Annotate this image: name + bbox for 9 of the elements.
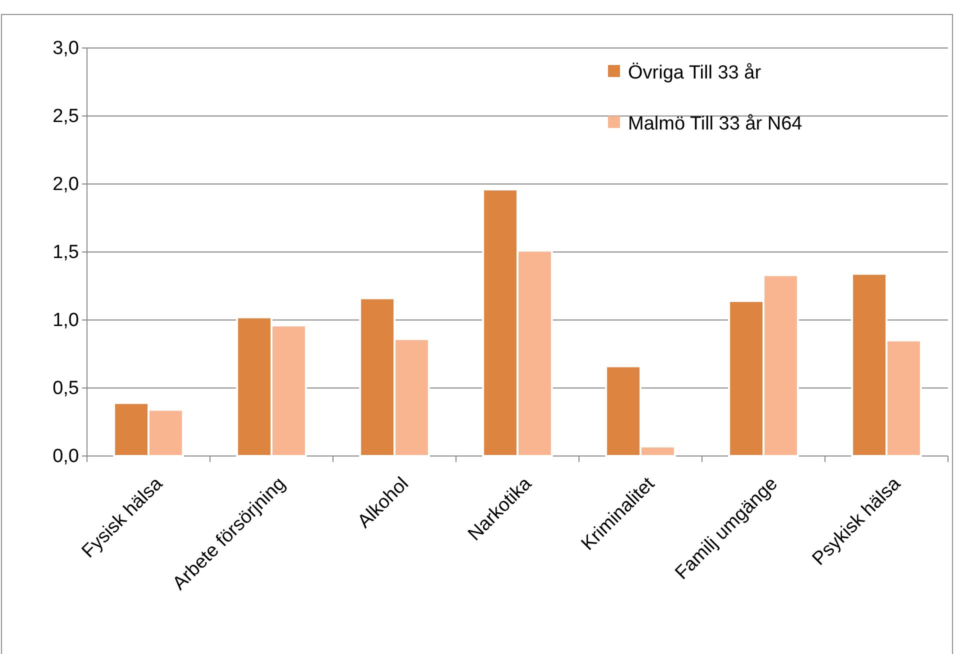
y-tick-label: 2,0 xyxy=(52,174,79,196)
y-tick-label: 2,5 xyxy=(52,106,79,128)
y-tick-label: 0,5 xyxy=(52,378,79,400)
legend-label: Övriga Till 33 år xyxy=(628,62,762,84)
y-tick-label: 0,0 xyxy=(52,446,79,468)
y-tick-label: 1,5 xyxy=(52,242,79,264)
y-tick-label: 3,0 xyxy=(52,38,79,60)
y-tick-label: 1,0 xyxy=(52,310,79,332)
legend-label: Malmö Till 33 år N64 xyxy=(628,114,803,135)
